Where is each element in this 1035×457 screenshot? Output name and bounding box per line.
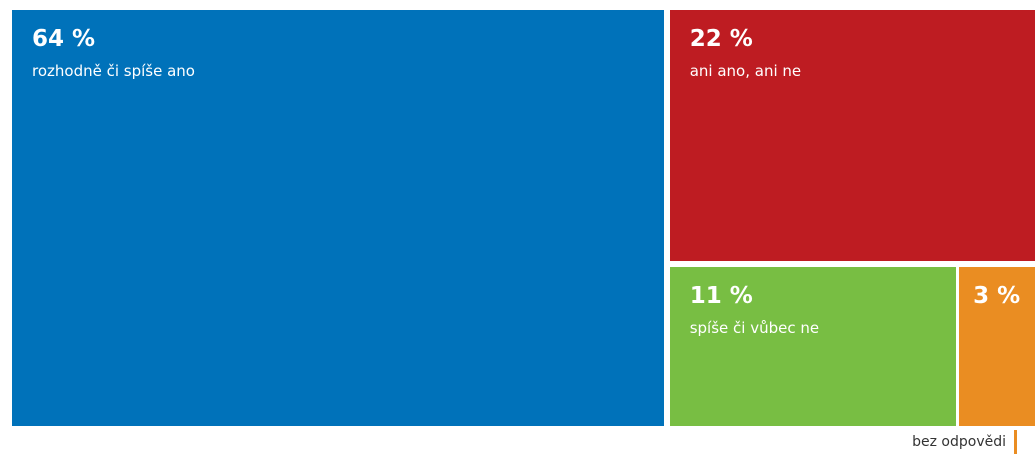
callout-label: bez odpovědi xyxy=(912,434,1006,450)
callout-line xyxy=(1014,430,1017,454)
tile-value-label: 64 % xyxy=(32,26,96,52)
treemap-tile-ani-ano-ani-ne: 22 % ani ano, ani ne xyxy=(669,10,1035,262)
tile-value-label: 3 % xyxy=(973,283,1021,310)
tile-category-label: rozhodně či spíše ano xyxy=(32,62,195,80)
tile-value-label: 22 % xyxy=(689,26,753,52)
treemap-tile-rozhodne-ci-spise-ano: 64 % rozhodně či spíše ano xyxy=(12,10,664,426)
tile-value-label: 11 % xyxy=(689,283,753,310)
small-tile-callout: bez odpovědi xyxy=(912,430,1017,454)
treemap-tile-spise-ci-vubec-ne: 11 % spíše či vůbec ne xyxy=(669,267,957,426)
tile-category-label: ani ano, ani ne xyxy=(689,62,802,80)
tile-category-label: spíše či vůbec ne xyxy=(689,319,820,338)
treemap-tile-bez-odpovedi: 3 % xyxy=(959,267,1035,426)
